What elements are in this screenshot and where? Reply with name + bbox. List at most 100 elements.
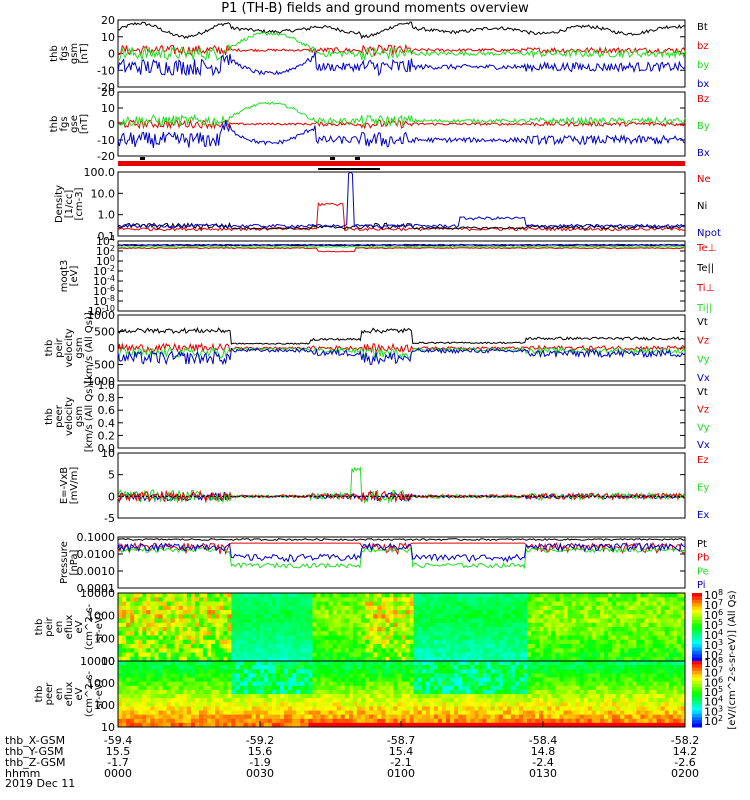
peir_spec-cell	[207, 605, 212, 611]
peir_spec-cell	[243, 656, 249, 662]
peir_spec-cell	[624, 622, 629, 628]
peir_spec-cell	[628, 614, 633, 620]
peir_spec-cell	[162, 597, 168, 603]
peer_spec-cell	[389, 677, 394, 683]
peir_spec-cell	[154, 644, 159, 649]
fgs_gse-ylabel: thb	[49, 116, 60, 133]
peer_spec-cell	[656, 718, 662, 724]
peer_spec-cell	[543, 722, 548, 728]
peir_spec-cell	[308, 610, 313, 615]
peer_spec-cell	[324, 681, 329, 687]
peer_spec-cell	[356, 698, 362, 703]
efield-legend-2: Ex	[697, 510, 709, 521]
peer_spec-cell	[636, 669, 641, 674]
peir_spec-cell	[231, 618, 236, 624]
peir_spec-cell	[620, 605, 625, 611]
peer_spec-cell	[292, 722, 297, 728]
peir_spec-cell	[247, 610, 253, 615]
peir_spec-cell	[377, 644, 382, 649]
peer_spec-cell	[170, 706, 176, 711]
peer_spec-cell	[555, 681, 560, 687]
peir_spec-cell	[199, 601, 204, 607]
peer_spec-cell	[470, 685, 475, 691]
peer_spec-cell	[425, 665, 431, 670]
peir_spec-cell	[324, 614, 329, 620]
peer_spec-cell	[429, 714, 435, 720]
peer_spec-cell	[178, 694, 184, 699]
peer_spec-cell	[178, 706, 184, 711]
peer_spec-cell	[296, 694, 301, 699]
peer_spec-cell	[393, 718, 398, 724]
peir_spec-cell	[211, 631, 216, 637]
peir_spec-cell	[296, 605, 301, 611]
peer_spec-cell	[632, 665, 637, 670]
peer_spec-cell	[587, 689, 593, 695]
peir_spec-cell	[219, 627, 224, 632]
peer_spec-cell	[486, 665, 492, 670]
peer_spec-cell	[539, 718, 544, 724]
peer_spec-cell	[519, 673, 524, 678]
peir_spec-cell	[267, 644, 273, 649]
peer_spec-cell	[300, 702, 305, 707]
peir_spec-cell	[239, 593, 244, 598]
peer_spec-cell	[668, 689, 674, 695]
peer_spec-cell	[571, 689, 577, 695]
peer_spec-cell	[498, 722, 504, 728]
peer_spec-cell	[174, 710, 180, 716]
peir_spec-cell	[612, 635, 617, 641]
peer_spec-cell	[668, 710, 674, 716]
peer_spec-cell	[494, 698, 500, 703]
peer_spec-cell	[203, 710, 208, 716]
peer_spec-cell	[640, 702, 645, 707]
peir_spec-cell	[502, 635, 508, 641]
peer_spec-cell	[389, 714, 394, 720]
peer_spec-cell	[413, 677, 419, 683]
peir_spec-cell	[523, 605, 528, 611]
peer_spec-cell	[352, 710, 358, 716]
peir_spec-cell	[409, 597, 415, 603]
peir_spec-cell	[429, 639, 435, 645]
peer_spec-cell	[514, 698, 520, 703]
peer_spec-cell	[284, 694, 289, 699]
peer_spec-cell	[490, 722, 496, 728]
peer_spec-cell	[344, 677, 350, 683]
peer_spec-cell	[591, 722, 597, 728]
peir_spec-cell	[446, 652, 451, 658]
peir_spec-cell	[166, 622, 172, 628]
peir_spec-cell	[543, 631, 548, 637]
peer_spec-cell	[219, 694, 224, 699]
peir_spec-cell	[154, 601, 159, 607]
peir_spec-cell	[122, 597, 127, 603]
peer_spec-cell	[591, 677, 597, 683]
peer_spec-cell	[551, 694, 556, 699]
peer_spec-cell	[190, 714, 196, 720]
temp-ylabel: [eV]	[69, 266, 80, 287]
peer_spec-cell	[267, 669, 273, 674]
peir_spec-colorbar-label: 107	[704, 598, 723, 612]
peir_spec-cell	[664, 635, 670, 641]
peir_spec-cell	[628, 593, 633, 598]
peer_vel-ytick-label: 0.6	[98, 404, 116, 417]
peer_spec-cell	[587, 718, 593, 724]
peer_spec-cell	[150, 681, 155, 687]
peer_spec-cell	[579, 702, 585, 707]
peer_spec-cell	[433, 722, 439, 728]
peir_spec-cell	[595, 652, 601, 658]
peer_spec-cell	[502, 706, 508, 711]
peir_spec-cell	[251, 618, 257, 624]
peer_spec-cell	[211, 661, 216, 666]
peir_spec-cell	[126, 652, 131, 658]
peir_spec-cell	[523, 627, 528, 632]
peir_spec-cell	[462, 627, 467, 632]
peir_spec-colorbar-cell	[692, 596, 702, 601]
peir_spec-cell	[543, 601, 548, 607]
peer_spec-cell	[437, 710, 443, 716]
peer_spec-cell	[178, 714, 184, 720]
peer_spec-cell	[369, 694, 374, 699]
peir_spec-cell	[417, 593, 423, 598]
peir_spec-cell	[672, 601, 678, 607]
peir_spec-cell	[608, 627, 613, 632]
peir_spec-cell	[166, 639, 172, 645]
peer_spec-cell	[352, 673, 358, 678]
peer_spec-cell	[231, 722, 236, 728]
